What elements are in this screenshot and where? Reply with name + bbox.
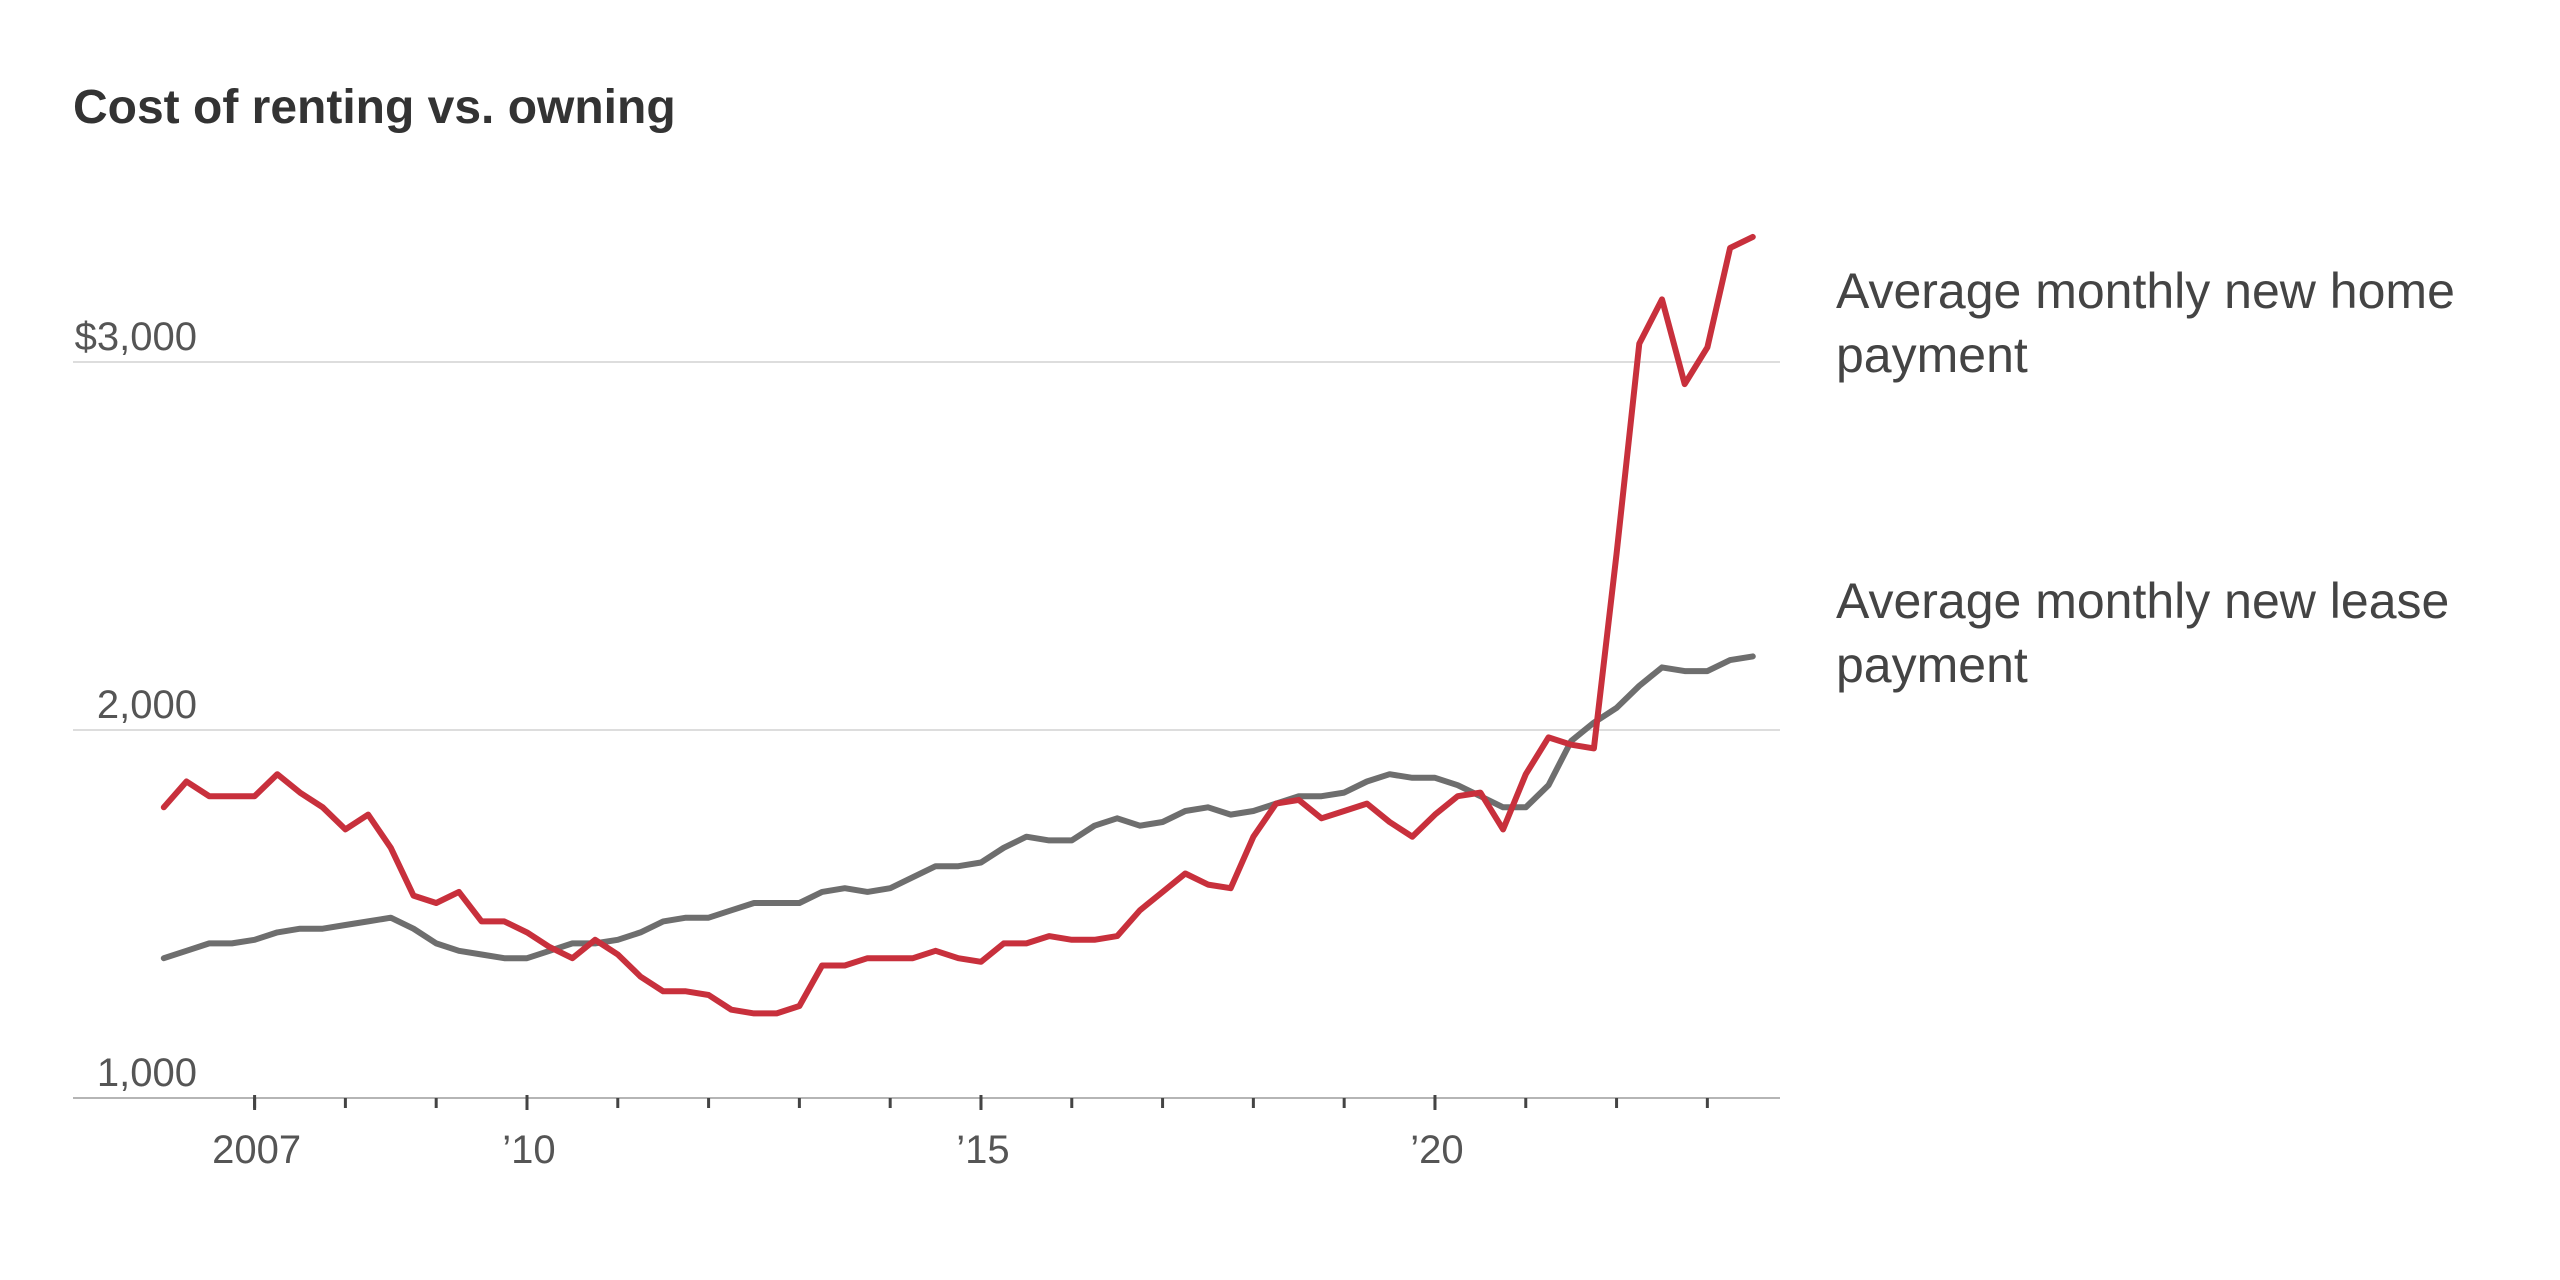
y-tick-label: 2,000 — [97, 683, 197, 727]
x-tick-label: ’20 — [1410, 1128, 1463, 1172]
lease-payment-label: payment — [1836, 637, 2028, 693]
x-tick-label: ’10 — [502, 1128, 555, 1172]
lease-payment-label: Average monthly new lease — [1836, 573, 2449, 629]
y-tick-label: $3,000 — [75, 315, 197, 359]
x-axis-tick-labels: 2007 ’10 ’15 ’20 — [212, 1128, 1464, 1172]
series-labels: Average monthly new home payment Average m… — [1836, 263, 2455, 693]
home-payment-line — [160, 233, 1756, 1017]
chart-title: Cost of renting vs. owning — [73, 81, 676, 134]
series-lines — [160, 233, 1756, 1017]
home-payment-label: Average monthly new home — [1836, 263, 2455, 319]
x-tick-label: 2007 — [212, 1128, 301, 1172]
x-tick-label: ’15 — [956, 1128, 1009, 1172]
y-tick-label: 1,000 — [97, 1051, 197, 1095]
x-axis — [73, 1095, 1780, 1110]
y-axis-tick-labels: $3,000 2,000 1,000 — [75, 315, 197, 1095]
gridlines — [73, 361, 1780, 731]
home-payment-label: payment — [1836, 327, 2028, 383]
